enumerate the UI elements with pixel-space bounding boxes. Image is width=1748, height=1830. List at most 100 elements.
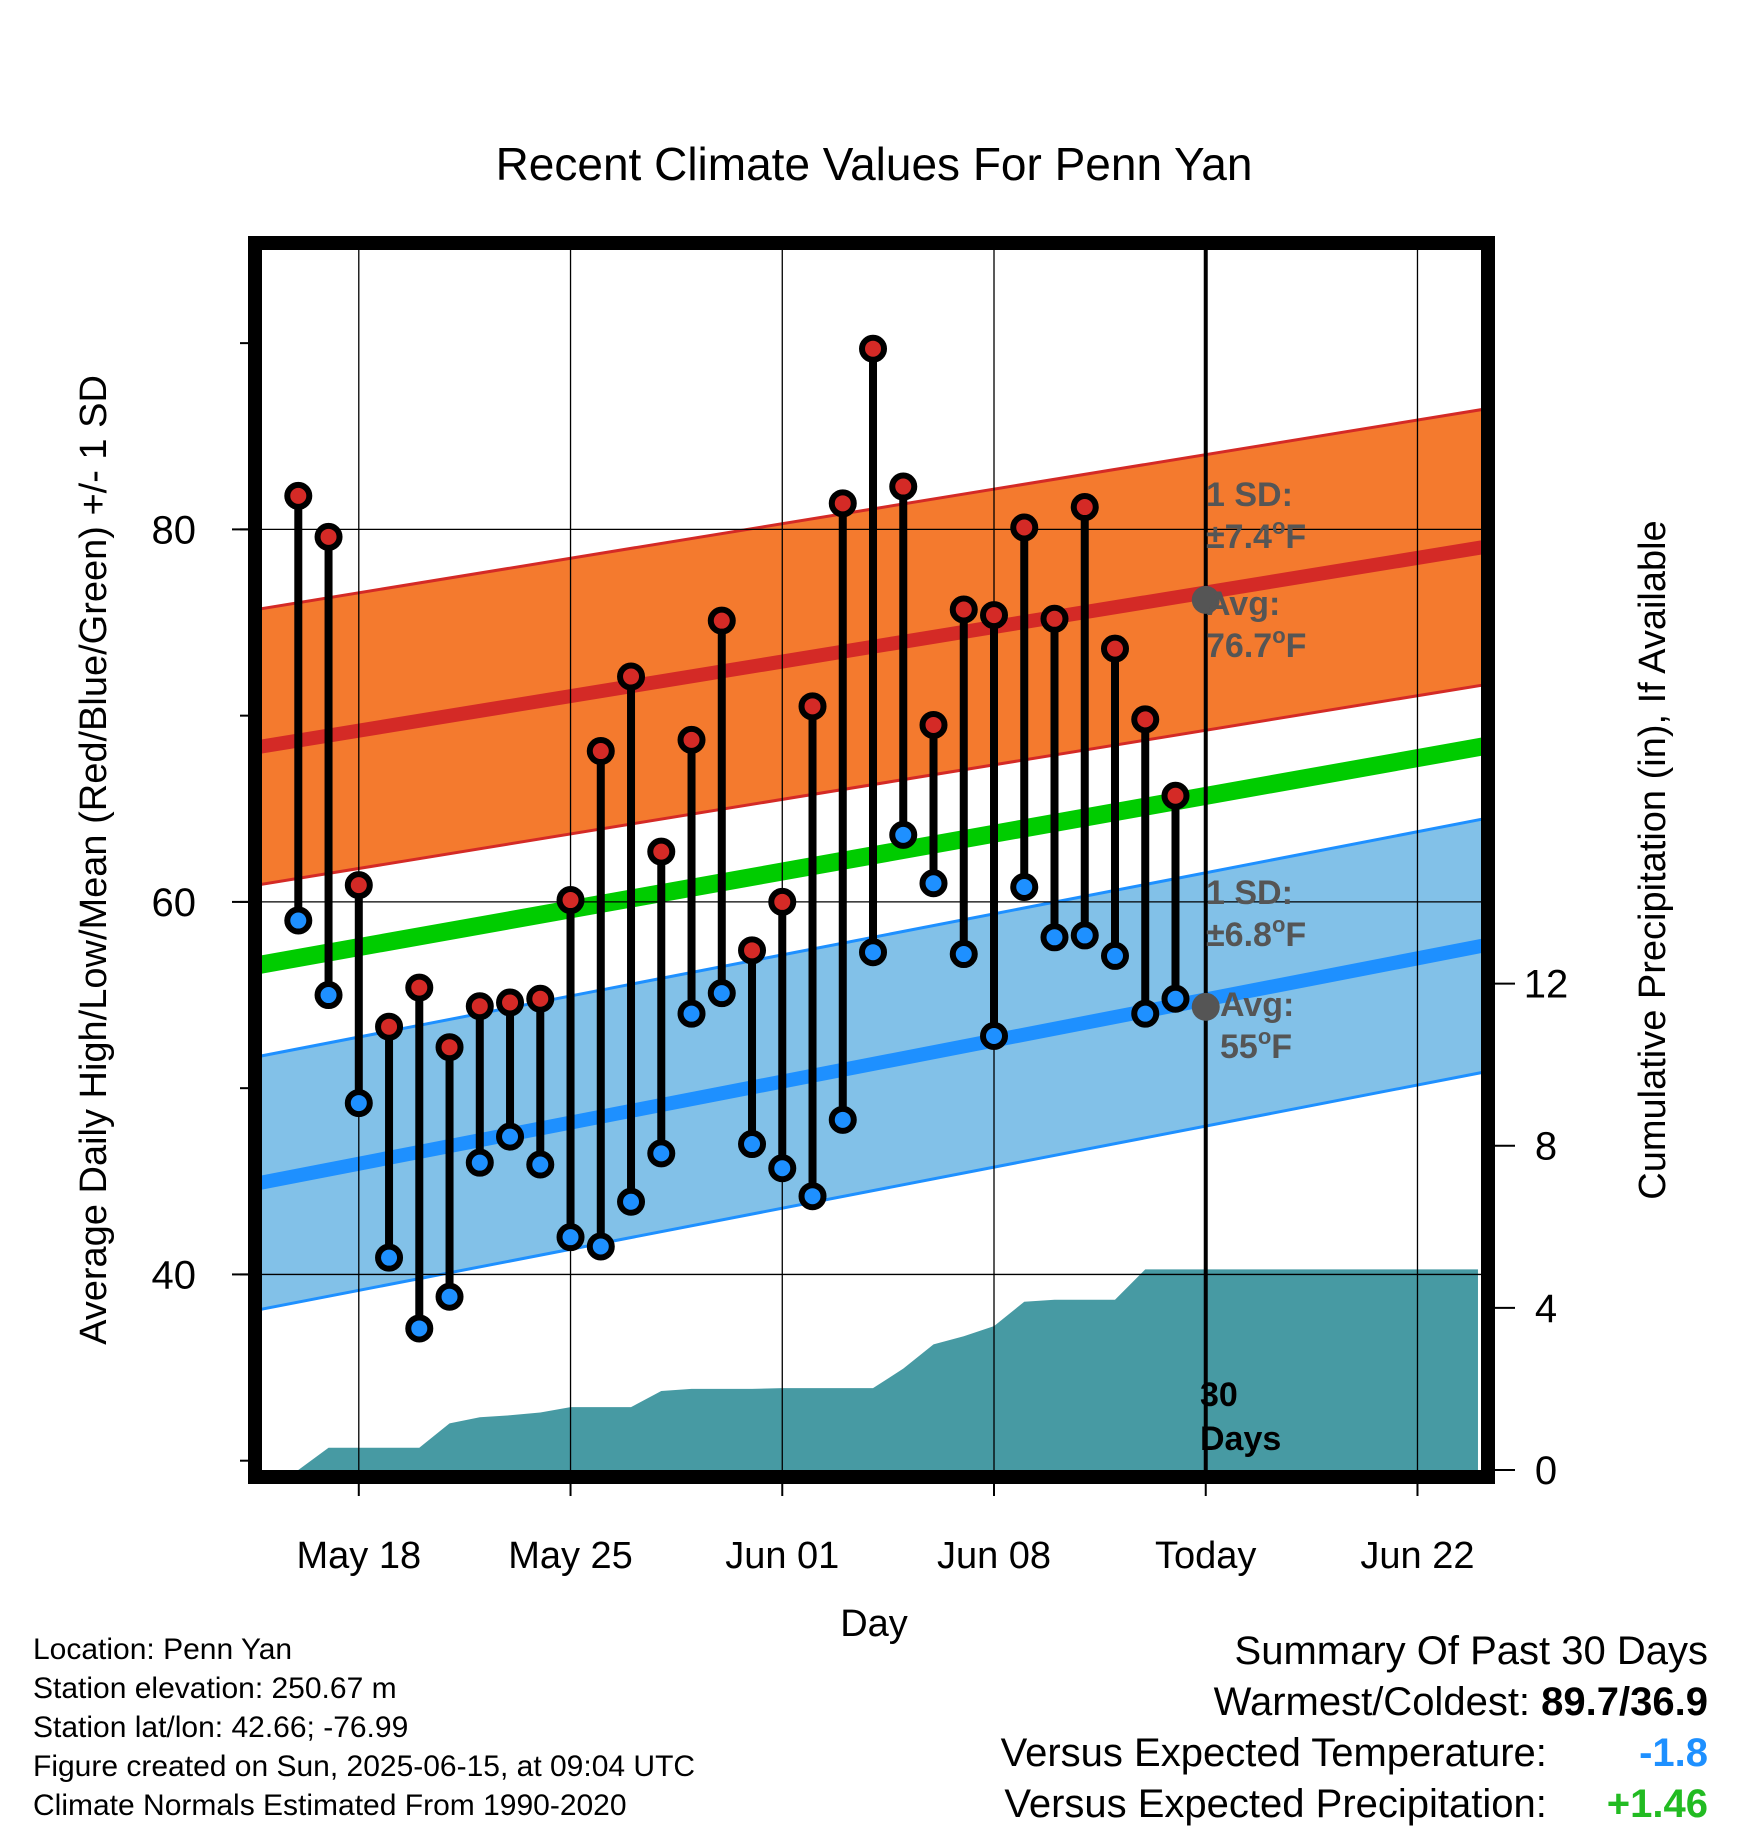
low-avg-annotation-value: 55oF xyxy=(1220,1024,1292,1066)
y-tick-label-left: 80 xyxy=(152,508,197,552)
high-temp-point xyxy=(556,886,585,915)
today-high-avg-dot xyxy=(1191,585,1220,614)
y-tick-label-left: 40 xyxy=(152,1253,197,1297)
low-temp-point xyxy=(889,820,918,849)
low-temp-point xyxy=(556,1223,585,1252)
low-temp-point xyxy=(617,1187,646,1216)
low-sd-band-lower-edge xyxy=(262,1071,1481,1311)
y-tick-label-right: 0 xyxy=(1535,1449,1557,1493)
high-temp-point xyxy=(828,489,857,518)
high-sd-annotation-label: 1 SD: xyxy=(1206,476,1293,514)
low-temp-point xyxy=(980,1022,1009,1051)
low-temp-point xyxy=(949,940,978,969)
location-text: Location: Penn Yan xyxy=(33,1633,293,1666)
high-temp-point xyxy=(526,984,555,1013)
low-temp-point xyxy=(375,1243,404,1272)
low-temp-point xyxy=(314,981,343,1010)
low-temp-point xyxy=(707,979,736,1008)
summary-warmest-row: Warmest/Coldest: 89.7/36.9 xyxy=(1001,1677,1708,1728)
high-temp-point xyxy=(375,1012,404,1041)
high-temp-point xyxy=(859,334,888,363)
low-temp-point xyxy=(496,1122,525,1151)
high-temp-point xyxy=(1070,493,1099,522)
created-text: Figure created on Sun, 2025-06-15, at 09… xyxy=(33,1750,696,1783)
low-temp-point xyxy=(1100,941,1129,970)
x-tick-label: Jun 01 xyxy=(725,1535,839,1577)
high-temp-point xyxy=(798,692,827,721)
today-low-avg-dot xyxy=(1191,992,1220,1021)
chart-title: Recent Climate Values For Penn Yan xyxy=(496,138,1253,190)
summary-precip-row: Versus Expected Precipitation: +1.46 xyxy=(1001,1779,1708,1830)
window-unit-label: Days xyxy=(1200,1420,1281,1458)
high-temp-point xyxy=(889,472,918,501)
low-temp-point xyxy=(1010,873,1039,902)
low-temp-point xyxy=(284,906,313,935)
window-count-label: 30 xyxy=(1200,1376,1238,1414)
y-tick-label-right: 8 xyxy=(1535,1125,1557,1169)
low-temp-point xyxy=(526,1150,555,1179)
elevation-text: Station elevation: 250.67 m xyxy=(33,1672,397,1705)
normals-text: Climate Normals Estimated From 1990-2020 xyxy=(33,1789,627,1822)
x-axis-label: Day xyxy=(840,1603,908,1645)
low-temp-point xyxy=(919,869,948,898)
low-avg-annotation-label: Avg: xyxy=(1220,986,1294,1024)
low-temp-point xyxy=(1131,999,1160,1028)
high-temp-point xyxy=(344,871,373,900)
low-temp-point xyxy=(768,1154,797,1183)
high-temp-point xyxy=(284,481,313,510)
y-axis-label-left: Average Daily High/Low/Mean (Red/Blue/Gr… xyxy=(73,375,115,1345)
temp-label: Versus Expected Temperature: xyxy=(1000,1731,1547,1775)
x-tick-label: May 18 xyxy=(296,1535,421,1577)
warmest-label: Warmest/Coldest: xyxy=(1213,1680,1531,1724)
normal-low-line xyxy=(262,938,1481,1190)
latlon-text: Station lat/lon: 42.66; -76.99 xyxy=(33,1711,409,1744)
station-info: Location: Penn Yan Station elevation: 25… xyxy=(33,1630,695,1825)
y-tick-label-left: 60 xyxy=(152,881,197,925)
precip-value: +1.46 xyxy=(1606,1782,1708,1826)
high-temp-point xyxy=(405,973,434,1002)
x-tick-label: May 25 xyxy=(508,1535,633,1577)
high-temp-point xyxy=(949,595,978,624)
high-temp-point xyxy=(1040,604,1069,633)
high-temp-point xyxy=(1131,705,1160,734)
low-temp-point xyxy=(344,1089,373,1118)
high-temp-point xyxy=(435,1033,464,1062)
high-temp-point xyxy=(617,662,646,691)
x-tick-label: Jun 22 xyxy=(1360,1535,1474,1577)
high-temp-point xyxy=(980,601,1009,630)
low-temp-point xyxy=(465,1148,494,1177)
low-temp-point xyxy=(1040,923,1069,952)
high-temp-point xyxy=(677,725,706,754)
low-temp-point xyxy=(738,1130,767,1159)
high-temp-point xyxy=(1161,781,1190,810)
high-temp-point xyxy=(768,887,797,916)
summary-title: Summary Of Past 30 Days xyxy=(1234,1629,1708,1673)
high-temp-point xyxy=(1010,513,1039,542)
high-sd-annotation-value: ±7.4oF xyxy=(1206,514,1306,556)
high-avg-annotation-value: 76.7oF xyxy=(1206,623,1306,665)
low-temp-point xyxy=(647,1139,676,1168)
x-tick-label: Jun 08 xyxy=(937,1535,1051,1577)
precip-label: Versus Expected Precipitation: xyxy=(1004,1782,1547,1826)
temp-value: -1.8 xyxy=(1639,1731,1708,1775)
warmest-value: 89.7/36.9 xyxy=(1541,1680,1708,1724)
y-tick-label-right: 4 xyxy=(1535,1287,1557,1331)
high-temp-point xyxy=(586,737,615,766)
low-temp-point xyxy=(828,1105,857,1134)
low-temp-point xyxy=(435,1282,464,1311)
high-temp-point xyxy=(647,837,676,866)
high-temp-point xyxy=(707,606,736,635)
high-temp-point xyxy=(738,936,767,965)
y-tick-label-right: 12 xyxy=(1524,963,1569,1007)
low-temp-point xyxy=(798,1182,827,1211)
y-axis-label-right: Cumulative Precipitation (in), If Availa… xyxy=(1632,520,1674,1199)
high-temp-point xyxy=(1100,634,1129,663)
low-temp-point xyxy=(1070,921,1099,950)
x-tick-label: Today xyxy=(1155,1535,1256,1577)
low-sd-annotation-label: 1 SD: xyxy=(1206,874,1293,912)
low-temp-point xyxy=(405,1314,434,1343)
low-temp-point xyxy=(586,1232,615,1261)
low-temp-point xyxy=(677,999,706,1028)
plot-frame xyxy=(248,236,1495,1484)
